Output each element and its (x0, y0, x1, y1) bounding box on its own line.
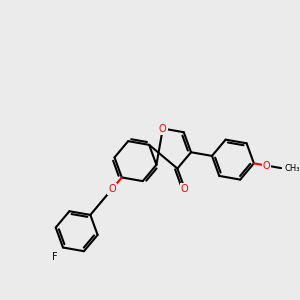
Text: O: O (181, 184, 188, 194)
Text: O: O (108, 184, 116, 194)
Text: CH₃: CH₃ (284, 164, 299, 172)
Text: F: F (52, 252, 58, 262)
Text: O: O (262, 160, 270, 170)
Text: O: O (159, 124, 166, 134)
